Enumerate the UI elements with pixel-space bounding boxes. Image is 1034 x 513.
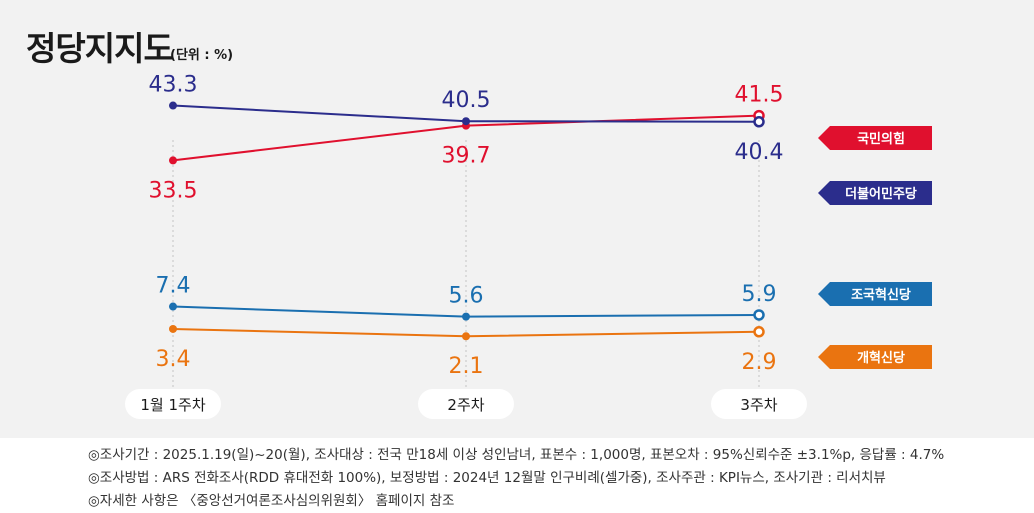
x-tick-label: 3주차	[740, 396, 777, 414]
x-tick-label: 2주차	[447, 396, 484, 414]
data-point	[753, 309, 765, 321]
legend-label: 더불어민주당	[845, 186, 917, 202]
data-label: 40.4	[735, 140, 784, 165]
legend-tag	[818, 181, 932, 205]
note-line: ◎조사방법 : ARS 전화조사(RDD 휴대전화 100%), 보정방법 : …	[88, 470, 886, 486]
data-label: 5.9	[742, 282, 777, 307]
legend-label: 조국혁신당	[851, 287, 911, 303]
legend-tag	[818, 282, 932, 306]
data-point	[169, 101, 177, 110]
data-label: 2.9	[742, 350, 777, 375]
data-point	[753, 116, 765, 128]
category-pill	[418, 389, 514, 419]
legend-label: 개혁신당	[857, 350, 905, 366]
data-point	[753, 326, 765, 338]
survey-notes: ◎조사기간 : 2025.1.19(일)~20(월), 조사대상 : 전국 만1…	[88, 444, 944, 513]
note-line: ◎조사기간 : 2025.1.19(일)~20(월), 조사대상 : 전국 만1…	[88, 447, 945, 463]
data-label: 2.1	[449, 354, 484, 379]
legend-tag	[818, 345, 932, 369]
category-pill	[125, 389, 221, 419]
note-line: ◎자세한 사항은 〈중앙선거여론조사심의위원회〉 홈페이지 참조	[88, 493, 455, 509]
data-point	[462, 312, 470, 321]
data-point	[169, 302, 177, 311]
data-point	[169, 324, 177, 333]
x-tick-label: 1월 1주차	[140, 396, 205, 414]
data-label: 40.5	[442, 88, 491, 113]
data-label: 3.4	[156, 347, 191, 372]
data-point	[462, 332, 470, 341]
unit-label: (단위 : %)	[170, 48, 234, 63]
line-chart: 33.5 39.7 41.5 43.3 40.5 40.4 7.4 5.6 5.9 3.4 2.1 2…	[125, 73, 932, 419]
chart-title: 정당지지도	[26, 29, 174, 68]
legend-label: 국민의힘	[857, 131, 905, 147]
data-label: 41.5	[735, 83, 784, 108]
data-label: 5.6	[449, 284, 484, 309]
data-point	[462, 117, 470, 126]
data-label: 43.3	[149, 73, 198, 98]
data-point	[169, 156, 177, 165]
legend-tag	[818, 126, 932, 150]
data-label: 33.5	[149, 178, 198, 203]
category-pill	[711, 389, 807, 419]
data-label: 7.4	[156, 274, 191, 299]
data-label: 39.7	[442, 144, 491, 169]
